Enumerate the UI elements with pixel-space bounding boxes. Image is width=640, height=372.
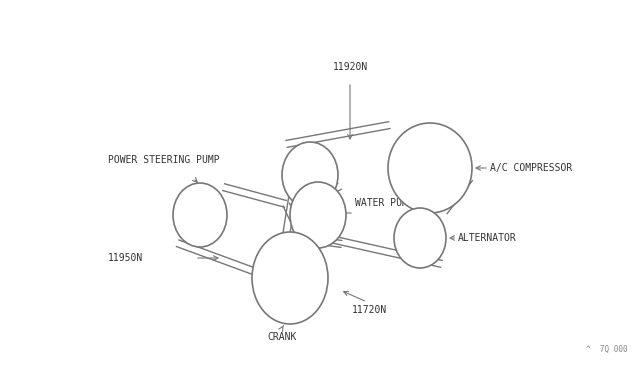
Text: WATER PUMP: WATER PUMP: [355, 198, 413, 208]
Text: POWER STEERING PUMP: POWER STEERING PUMP: [108, 155, 220, 165]
Text: 11720N: 11720N: [352, 305, 387, 315]
Text: A/C COMPRESSOR: A/C COMPRESSOR: [490, 163, 572, 173]
Text: 11920N: 11920N: [332, 62, 367, 72]
Ellipse shape: [173, 183, 227, 247]
Ellipse shape: [388, 123, 472, 213]
Text: ^  7Q 000: ^ 7Q 000: [586, 345, 628, 354]
Ellipse shape: [394, 208, 446, 268]
Ellipse shape: [282, 142, 338, 208]
Ellipse shape: [290, 182, 346, 248]
Text: 11950N: 11950N: [108, 253, 143, 263]
Text: CRANK: CRANK: [268, 332, 297, 342]
Text: ALTERNATOR: ALTERNATOR: [458, 233, 516, 243]
Ellipse shape: [252, 232, 328, 324]
